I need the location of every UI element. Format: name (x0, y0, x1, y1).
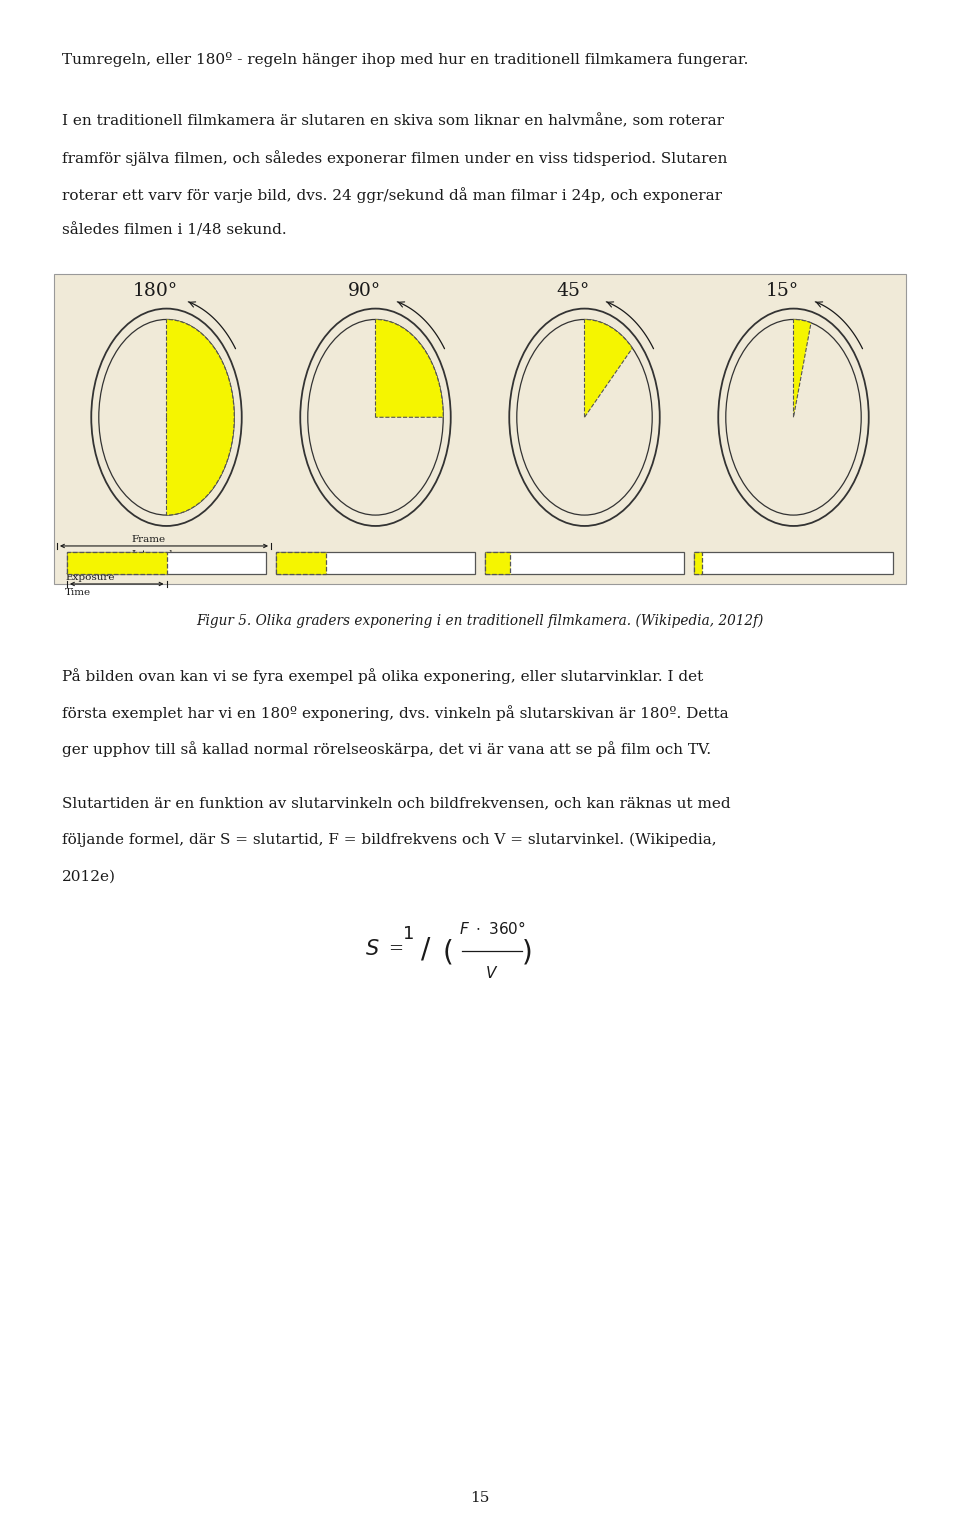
Text: $1$: $1$ (402, 926, 414, 942)
FancyBboxPatch shape (54, 273, 906, 584)
Text: 15: 15 (470, 1491, 490, 1505)
Polygon shape (585, 319, 633, 418)
Bar (67, 552, 166, 573)
Text: I en traditionell filmkamera är slutaren en skiva som liknar en halvmåne, som ro: I en traditionell filmkamera är slutaren… (62, 114, 724, 128)
Text: således filmen i 1/48 sekund.: således filmen i 1/48 sekund. (62, 223, 287, 238)
Text: $\mathit{F}\ \cdot\ 360°$: $\mathit{F}\ \cdot\ 360°$ (459, 920, 525, 938)
Bar (276, 552, 325, 573)
Text: 180°: 180° (132, 282, 178, 299)
Text: På bilden ovan kan vi se fyra exempel på olika exponering, eller slutarvinklar. : På bilden ovan kan vi se fyra exempel på… (62, 668, 704, 685)
Text: 2012e): 2012e) (62, 869, 116, 883)
Text: Interval: Interval (132, 551, 174, 560)
Text: Slutartiden är en funktion av slutarvinkeln och bildfrekvensen, och kan räknas u: Slutartiden är en funktion av slutarvink… (62, 796, 731, 810)
Text: första exemplet har vi en 180º exponering, dvs. vinkeln på slutarskivan är 180º.: första exemplet har vi en 180º exponerin… (62, 705, 729, 721)
Text: Figur 5. Olika graders exponering i en traditionell filmkamera. (Wikipedia, 2012: Figur 5. Olika graders exponering i en t… (196, 613, 764, 628)
Text: $($: $($ (442, 938, 454, 967)
Polygon shape (375, 319, 444, 418)
Text: =: = (388, 941, 403, 958)
Text: framför själva filmen, och således exponerar filmen under en viss tidsperiod. Sl: framför själva filmen, och således expon… (62, 149, 728, 166)
Text: $)$: $)$ (521, 938, 531, 967)
Text: Tumregeln, eller 180º - regeln hänger ihop med hur en traditionell filmkamera fu: Tumregeln, eller 180º - regeln hänger ih… (62, 52, 749, 67)
Text: $/$: $/$ (420, 935, 432, 964)
Text: 45°: 45° (557, 282, 589, 299)
Bar (694, 552, 893, 573)
Text: Time: Time (65, 589, 91, 596)
Polygon shape (166, 319, 234, 515)
Text: roterar ett varv för varje bild, dvs. 24 ggr/sekund då man filmar i 24p, och exp: roterar ett varv för varje bild, dvs. 24… (62, 186, 722, 203)
Text: ger upphov till så kallad normal rörelseoskärpa, det vi är vana att se på film o: ger upphov till så kallad normal rörelse… (62, 741, 711, 758)
Polygon shape (794, 319, 811, 418)
Text: $\mathit{V}$: $\mathit{V}$ (486, 965, 498, 981)
Text: $\mathit{S}$: $\mathit{S}$ (366, 939, 380, 959)
Bar (67, 552, 266, 573)
Bar (485, 552, 684, 573)
Text: 15°: 15° (766, 282, 799, 299)
Bar (485, 552, 510, 573)
Bar (694, 552, 703, 573)
Text: Exposure: Exposure (65, 573, 114, 583)
Text: 90°: 90° (348, 282, 381, 299)
Bar (276, 552, 475, 573)
Text: Frame: Frame (132, 535, 166, 544)
Text: följande formel, där S = slutartid, F = bildfrekvens och V = slutarvinkel. (Wiki: följande formel, där S = slutartid, F = … (62, 833, 716, 846)
